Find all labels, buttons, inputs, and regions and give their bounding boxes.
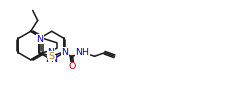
Text: O: O: [69, 62, 76, 71]
Text: NH: NH: [75, 48, 89, 57]
Text: N: N: [49, 55, 57, 64]
Text: N: N: [61, 48, 68, 57]
Text: S: S: [48, 52, 54, 61]
Text: N: N: [36, 35, 43, 44]
Text: N: N: [47, 48, 54, 57]
